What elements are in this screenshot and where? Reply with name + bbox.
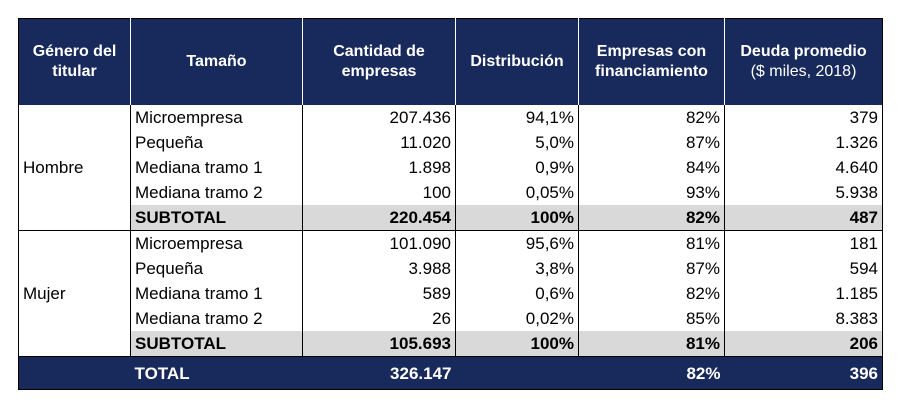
total-cell: 396 [724,356,883,390]
cell: 101.090 [302,230,456,256]
cell: 3,8% [455,256,579,281]
cell: Mediana tramo 2 [130,180,303,205]
total-cell: 326.147 [302,356,456,390]
cell: 207.436 [302,105,456,130]
subtotal-row: SUBTOTAL 220.454 100% 82% 487 [19,205,883,231]
header-cell: Distribución [455,18,579,105]
total-row: TOTAL 326.147 82% 396 [18,356,883,390]
cell: 0,9% [455,155,579,180]
header-row: Género del titular Tamaño Cantidad de em… [18,18,883,105]
table-row: Pequeña 3.988 3,8% 87% 594 [19,256,883,281]
cell: 84% [578,155,725,180]
cell: 1.185 [724,281,883,306]
subtotal-row: SUBTOTAL 105.693 100% 81% 206 [19,331,883,357]
cell: Microempresa [130,230,303,256]
cell: 100 [302,180,456,205]
total-cell [18,356,131,390]
cell: 82% [578,281,725,306]
cell: 1.326 [724,130,883,155]
cell: 93% [578,180,725,205]
header-cell: Empresas con financiamiento [578,18,725,105]
table-row: Hombre Microempresa 207.436 94,1% 82% 379 [18,105,883,231]
subtotal-cell: SUBTOTAL [130,205,303,231]
cell: 82% [578,105,725,130]
header-unit: ($ miles, 2018) [750,63,857,80]
table-row: Pequeña 11.020 5,0% 87% 1.326 [19,130,883,155]
cell: 589 [302,281,456,306]
table-row: Mediana tramo 1 589 0,6% 82% 1.185 [19,281,883,306]
group-cell: Hombre [18,105,131,231]
table-row: Mediana tramo 2 26 0,02% 85% 8.383 [19,306,883,331]
header-text: Deuda promedio [740,43,867,60]
total-label: TOTAL [130,356,303,390]
table-row: Mediana tramo 1 1.898 0,9% 84% 4.640 [19,155,883,180]
table-row: Mujer Microempresa 101.090 95,6% 81% 181 [18,230,883,357]
cell: 11.020 [302,130,456,155]
cell: 594 [724,256,883,281]
cell: Mediana tramo 1 [130,281,303,306]
cell: Pequeña [130,256,303,281]
subtotal-cell: 81% [578,331,725,357]
cell: Mediana tramo 1 [130,155,303,180]
total-cell [455,356,579,390]
subtotal-cell: 105.693 [302,331,456,357]
subtotal-cell: 206 [724,331,883,357]
cell: 26 [302,306,456,331]
cell: 1.898 [302,155,456,180]
table-body: Hombre Microempresa 207.436 94,1% 82% 379 Pequ… [18,105,883,390]
subtotal-cell: SUBTOTAL [130,331,303,357]
cell: 81% [578,230,725,256]
cell: 8.383 [724,306,883,331]
cell: 0,02% [455,306,579,331]
cell: Pequeña [130,130,303,155]
table-row: Mediana tramo 2 100 0,05% 93% 5.938 [19,180,883,205]
cell: 94,1% [455,105,579,130]
header-cell: Deuda promedio ($ miles, 2018) [724,18,883,105]
group-cell: Mujer [18,230,131,357]
data-table: Género del titular Tamaño Cantidad de em… [18,18,883,390]
subtotal-cell: 487 [724,205,883,231]
subtotal-cell: 82% [578,205,725,231]
header-cell: Cantidad de empresas [302,18,456,105]
subtotal-cell: 220.454 [302,205,456,231]
cell: Mediana tramo 2 [130,306,303,331]
cell: 0,05% [455,180,579,205]
total-cell: 82% [578,356,725,390]
cell: 0,6% [455,281,579,306]
header-cell: Tamaño [130,18,303,105]
cell: 4.640 [724,155,883,180]
cell: 5.938 [724,180,883,205]
cell: 87% [578,130,725,155]
cell: 85% [578,306,725,331]
cell: 87% [578,256,725,281]
cell: 379 [724,105,883,130]
cell: 181 [724,230,883,256]
header-cell: Género del titular [18,18,131,105]
cell: Microempresa [130,105,303,130]
cell: 3.988 [302,256,456,281]
cell: 5,0% [455,130,579,155]
subtotal-cell: 100% [455,205,579,231]
subtotal-cell: 100% [455,331,579,357]
cell: 95,6% [455,230,579,256]
